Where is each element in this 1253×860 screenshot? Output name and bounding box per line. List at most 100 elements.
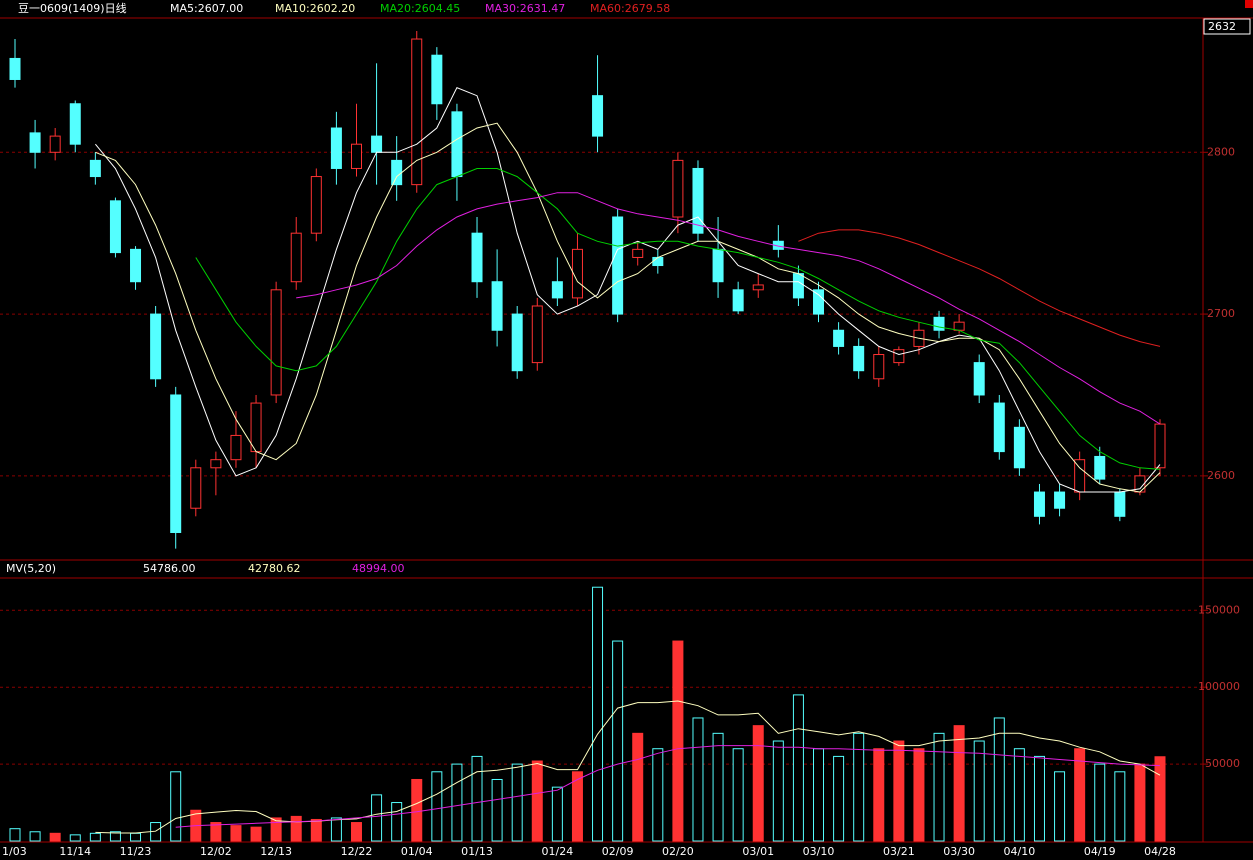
volume-bar bbox=[350, 822, 362, 842]
volume-bar bbox=[531, 760, 543, 842]
volume-bar bbox=[772, 740, 784, 842]
volume-bar bbox=[592, 586, 604, 842]
candle-body bbox=[1154, 423, 1166, 469]
candle-body bbox=[953, 321, 965, 331]
candle-body bbox=[813, 289, 825, 315]
volume-bar bbox=[632, 732, 644, 842]
candle-body bbox=[1054, 491, 1066, 509]
volume-bar bbox=[49, 832, 61, 842]
x-tick-label: 12/02 bbox=[200, 845, 232, 858]
candle-body bbox=[893, 349, 905, 364]
candle-body bbox=[933, 316, 945, 331]
x-tick-label: 11/23 bbox=[120, 845, 152, 858]
volume-bar bbox=[411, 778, 423, 842]
x-tick-label: 03/21 bbox=[883, 845, 915, 858]
volume-bar bbox=[993, 717, 1005, 842]
candle-body bbox=[833, 329, 845, 347]
volume-bar bbox=[270, 817, 282, 842]
x-tick-label: 04/10 bbox=[1004, 845, 1036, 858]
candle-body bbox=[371, 135, 383, 153]
x-tick-label: 04/28 bbox=[1144, 845, 1176, 858]
candle-body bbox=[531, 305, 543, 364]
volume-bar bbox=[1134, 763, 1146, 842]
candle-body bbox=[411, 38, 423, 186]
y-tick-label: 50000 bbox=[1205, 757, 1240, 770]
volume-bar bbox=[732, 748, 744, 842]
volume-bar bbox=[451, 763, 463, 842]
volume-bar bbox=[1033, 755, 1045, 842]
volume-bar bbox=[913, 748, 925, 842]
candle-body bbox=[752, 284, 764, 291]
candle-body bbox=[109, 200, 121, 254]
volume-bar bbox=[250, 826, 262, 842]
legend-entry: 48994.00 bbox=[352, 562, 405, 575]
candle-body bbox=[632, 248, 644, 258]
volume-bar bbox=[330, 817, 342, 842]
corner-mark bbox=[1245, 0, 1253, 8]
candle-body bbox=[1033, 491, 1045, 517]
legend-entry: MA20:2604.45 bbox=[380, 2, 460, 15]
y-tick-label: 2700 bbox=[1207, 307, 1235, 320]
x-tick-label: 03/10 bbox=[803, 845, 835, 858]
volume-bar bbox=[752, 725, 764, 842]
ma-line bbox=[95, 700, 1161, 834]
volume-bar bbox=[973, 740, 985, 842]
volume-bar bbox=[873, 748, 885, 842]
candle-body bbox=[330, 127, 342, 169]
ma-line bbox=[195, 168, 1161, 470]
candle-body bbox=[712, 248, 724, 283]
volume-bar bbox=[1074, 748, 1086, 842]
volume-bar bbox=[1013, 748, 1025, 842]
x-tick-label: 12/22 bbox=[341, 845, 373, 858]
last-price: 2632 bbox=[1208, 20, 1236, 33]
volume-bar bbox=[652, 748, 664, 842]
x-tick-label: 12/13 bbox=[260, 845, 292, 858]
ma-line bbox=[296, 192, 1161, 425]
volume-bar bbox=[210, 822, 222, 842]
candle-body bbox=[451, 111, 463, 178]
legend-entry: MA10:2602.20 bbox=[275, 2, 355, 15]
volume-bar bbox=[933, 732, 945, 842]
volume-bar bbox=[692, 717, 704, 842]
candle-body bbox=[471, 232, 483, 283]
candle-body bbox=[1013, 426, 1025, 469]
volume-bar bbox=[371, 794, 383, 842]
x-tick-label: 02/20 bbox=[662, 845, 694, 858]
candle-body bbox=[491, 281, 503, 331]
volume-bar bbox=[391, 802, 403, 842]
candle-body bbox=[792, 273, 804, 299]
candle-body bbox=[511, 313, 523, 372]
y-tick-label: 150000 bbox=[1198, 603, 1240, 616]
last-price-box bbox=[1203, 18, 1251, 35]
candle-body bbox=[230, 434, 242, 461]
candle-body bbox=[672, 159, 684, 218]
candle-body bbox=[732, 289, 744, 312]
candle-body bbox=[1114, 491, 1126, 517]
volume-bar bbox=[1054, 771, 1066, 842]
candle-body bbox=[290, 232, 302, 283]
candle-body bbox=[853, 345, 865, 372]
volume-bar bbox=[69, 834, 81, 842]
candle-body bbox=[9, 57, 21, 80]
candle-body bbox=[350, 143, 362, 169]
candle-body bbox=[150, 313, 162, 380]
x-tick-label: 01/04 bbox=[401, 845, 433, 858]
x-tick-label: 1/03 bbox=[2, 845, 27, 858]
volume-bar bbox=[551, 786, 563, 842]
x-tick-label: 04/19 bbox=[1084, 845, 1116, 858]
volume-bar bbox=[1094, 763, 1106, 842]
chart-title: 豆一0609(1409)日线 bbox=[18, 1, 127, 15]
x-tick-label: 01/13 bbox=[461, 845, 493, 858]
candle-body bbox=[1094, 455, 1106, 480]
volume-bar bbox=[170, 771, 182, 842]
candle-body bbox=[310, 176, 322, 234]
candle-body bbox=[592, 95, 604, 137]
candle-body bbox=[571, 248, 583, 299]
volume-bar bbox=[571, 771, 583, 842]
ma-line bbox=[798, 229, 1161, 347]
candle-body bbox=[250, 402, 262, 453]
candle-body bbox=[431, 54, 443, 105]
candle-body bbox=[993, 402, 1005, 453]
y-tick-label: 2800 bbox=[1207, 145, 1235, 158]
